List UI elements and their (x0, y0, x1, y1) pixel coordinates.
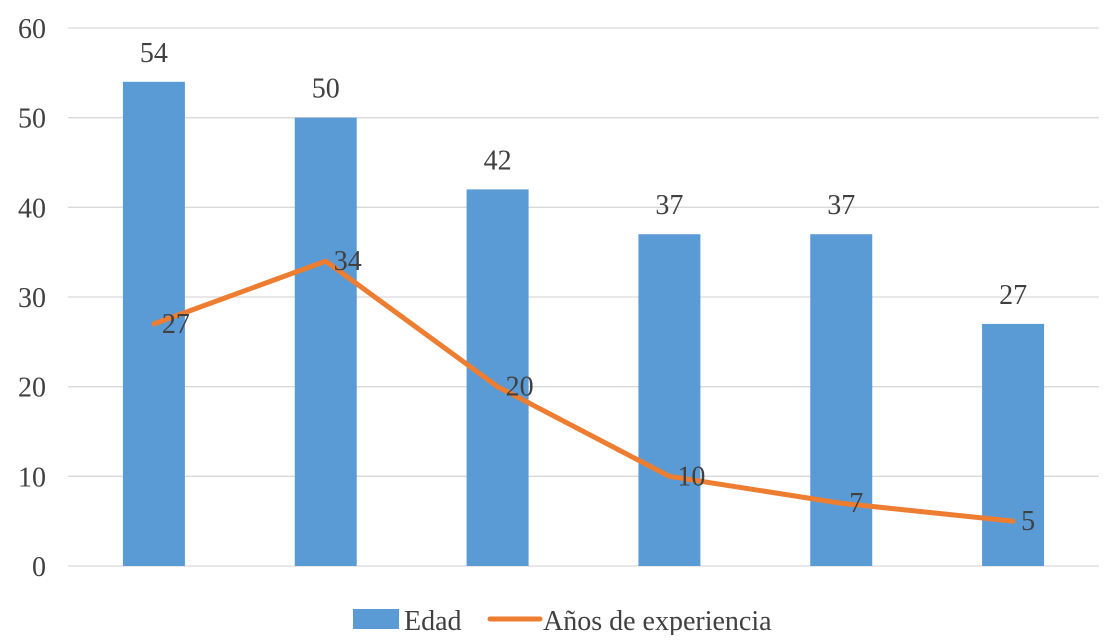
bar-edad (638, 234, 701, 566)
line-data-label: 7 (849, 488, 863, 519)
legend-label-experiencia: Años de experiencia (543, 606, 772, 635)
line-data-label: 20 (506, 372, 534, 403)
line-data-label: 27 (162, 309, 190, 340)
bar-data-label: 50 (312, 74, 340, 105)
line-data-label: 10 (677, 461, 705, 492)
line-experiencia (151, 258, 1016, 524)
y-tick-label: 60 (18, 14, 46, 45)
bar-edad (982, 323, 1045, 566)
bar-edad (294, 117, 357, 567)
bar-data-label: 54 (140, 38, 168, 69)
legend-label-edad: Edad (404, 606, 462, 635)
legend: Edad Años de experiencia (353, 606, 772, 637)
y-tick-label: 20 (18, 373, 46, 404)
line-data-label: 5 (1021, 506, 1035, 537)
y-tick-label: 0 (32, 552, 46, 583)
bar-data-label: 37 (655, 190, 683, 221)
bar-data-label: 27 (999, 280, 1027, 311)
gridlines (68, 27, 1099, 567)
bar-series-edad (122, 81, 1045, 567)
y-tick-label: 50 (18, 104, 46, 135)
bar-edad (466, 189, 529, 566)
legend-swatch-edad (353, 609, 399, 629)
bar-data-label: 42 (484, 145, 512, 176)
bar-data-label: 37 (827, 190, 855, 221)
y-tick-label: 40 (18, 193, 46, 224)
line-data-label: 34 (334, 246, 362, 277)
y-axis-ticks: 0 10 20 30 40 50 60 (18, 14, 46, 583)
y-tick-label: 30 (18, 283, 46, 314)
bar-edad (810, 234, 873, 566)
line-series-experiencia (151, 258, 1016, 524)
y-tick-label: 10 (18, 462, 46, 493)
data-labels: 54 50 42 37 37 27 27 34 20 10 7 5 (140, 38, 1035, 537)
